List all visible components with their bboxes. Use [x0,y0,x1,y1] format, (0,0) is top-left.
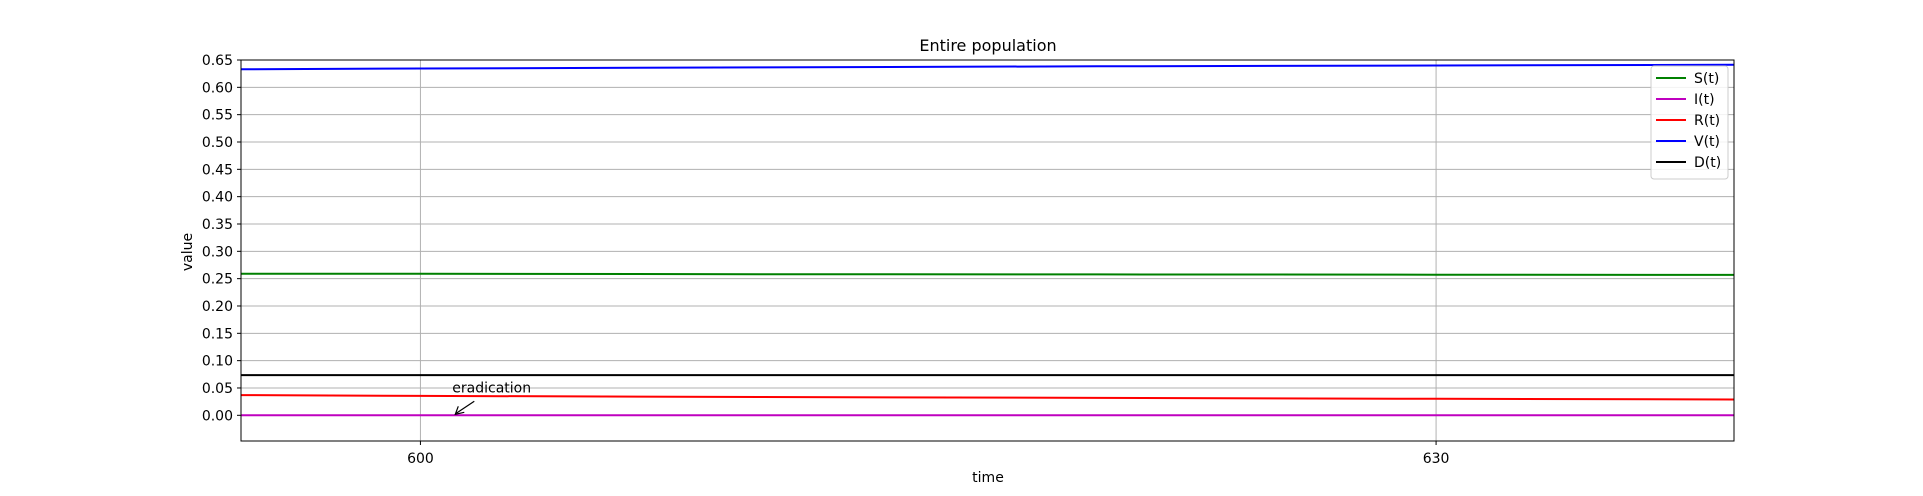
y-tick-label: 0.40 [202,190,233,206]
x-axis-label: time [972,470,1004,486]
x-tick-label: 600 [407,451,434,467]
y-tick-label: 0.30 [202,244,233,260]
y-tick-label: 0.15 [202,326,233,342]
y-tick-label: 0.00 [202,408,233,424]
y-tick-label: 0.55 [202,108,233,124]
legend-label: R(t) [1694,113,1720,129]
x-ticks: 600 630 [407,441,1449,467]
annotation-arrow-head [454,406,465,416]
series-lines [240,63,1735,417]
x-tick-label: 630 [1423,451,1450,467]
chart-title: Entire population [919,36,1056,55]
y-tick-label: 0.50 [202,135,233,151]
annotation-arrow-shaft [455,400,475,414]
y-tick-label: 0.65 [202,53,233,69]
legend-label: I(t) [1694,92,1715,108]
series-line-st [240,272,1735,276]
legend-box [1650,65,1729,180]
y-tick-label: 0.25 [202,272,233,288]
legend: S(t) I(t) R(t) V(t) D(t) [1650,65,1729,180]
y-tick-label: 0.45 [202,162,233,178]
y-ticks: 0.00 0.05 0.10 0.15 0.20 0.25 0.30 0.35 0.40 0.45… [202,53,241,424]
y-tick-label: 0.60 [202,80,233,96]
annotation: eradication [452,380,531,416]
series-line-rt [240,394,1735,401]
y-tick-label: 0.35 [202,217,233,233]
series-line-vt [240,63,1735,71]
annotation-text: eradication [452,380,531,396]
y-tick-label: 0.10 [202,354,233,370]
y-axis-label: value [180,233,196,271]
y-tick-label: 0.20 [202,299,233,315]
plot-frame [240,59,1735,442]
legend-label: V(t) [1694,134,1720,150]
legend-label: D(t) [1694,155,1721,171]
legend-label: S(t) [1694,71,1719,87]
y-tick-label: 0.05 [202,381,233,397]
